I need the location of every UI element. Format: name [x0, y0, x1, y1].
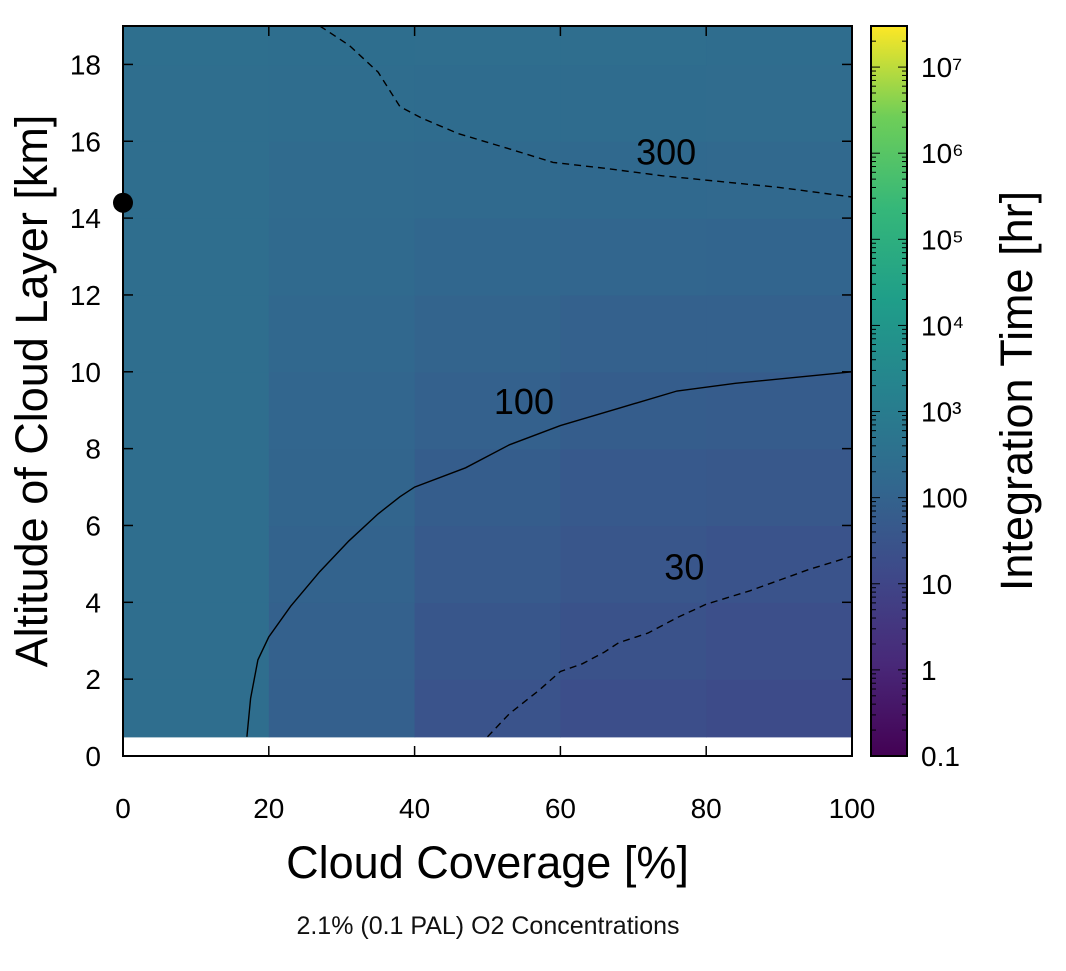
y-tick-label: 18 — [70, 49, 101, 80]
heatmap-chart: 30 100 300 0 20 40 60 80 100 0 2 4 6 8 10 12 14 16 18 Cl… — [6, 25, 1042, 888]
y-tick-label: 6 — [85, 510, 101, 541]
chart-subtitle: 2.1% (0.1 PAL) O2 Concentrations — [296, 912, 680, 940]
heatmap-cell — [706, 371, 853, 450]
heatmap-cell — [414, 602, 561, 680]
contour-lines: 30 100 300 — [246, 25, 853, 738]
x-axis-ticks: 0 20 40 60 80 100 — [115, 26, 875, 824]
heatmap-cell — [706, 602, 853, 680]
heatmap-cell — [414, 371, 561, 450]
heatmap-cell — [123, 602, 270, 680]
heatmap-cell — [706, 679, 853, 738]
x-tick-label: 80 — [691, 793, 722, 824]
heatmap-cell — [123, 218, 270, 296]
heatmap-cell — [560, 218, 707, 296]
contour-line-30 — [486, 555, 853, 738]
y-tick-label: 10 — [70, 357, 101, 388]
y-tick-label: 8 — [85, 434, 101, 465]
colorbar-tick-label: 10⁵ — [921, 224, 964, 255]
heatmap-cell — [123, 141, 270, 219]
heatmap-cell — [123, 26, 270, 66]
plot-frame — [122, 25, 853, 757]
heatmap-cell — [123, 525, 270, 603]
heatmap-cell — [414, 218, 561, 296]
heatmap-cell — [414, 679, 561, 738]
heatmap-cell — [706, 448, 853, 527]
heatmap-cell — [268, 294, 416, 373]
heatmap-cells — [123, 26, 853, 738]
heatmap-cell — [560, 679, 707, 738]
colorbar-tick-label: 1 — [921, 655, 937, 686]
heatmap-cell — [560, 26, 707, 66]
heatmap-cell — [123, 448, 270, 527]
heatmap-cell — [560, 525, 707, 603]
y-tick-label: 4 — [85, 587, 101, 618]
contour-label-30: 30 — [664, 546, 704, 587]
heatmap-cell — [706, 64, 853, 142]
heatmap-cell — [560, 294, 707, 373]
heatmap-cell — [268, 448, 416, 527]
heatmap-cell — [414, 141, 561, 219]
colorbar-ticks: 0.1 1 10 100 10³ 10⁴ 10⁵ 10⁶ 10⁷ — [871, 25, 968, 772]
heatmap-cell — [560, 602, 707, 680]
heatmap-cell — [268, 679, 416, 738]
heatmap-cell — [560, 371, 707, 450]
colorbar-tick-label: 100 — [921, 483, 968, 514]
heatmap-cell — [706, 141, 853, 219]
contour-line-300 — [319, 25, 853, 198]
heatmap-cell — [560, 64, 707, 142]
colorbar-label: Integration Time [hr] — [991, 191, 1042, 591]
heatmap-cell — [268, 371, 416, 450]
colorbar — [870, 25, 908, 757]
y-tick-label: 2 — [85, 664, 101, 695]
x-tick-label: 0 — [115, 793, 131, 824]
heatmap-cell — [414, 448, 561, 527]
colorbar-tick-label: 10⁴ — [921, 310, 964, 341]
heatmap-cell — [268, 218, 416, 296]
colorbar-tick-label: 10⁷ — [921, 52, 962, 83]
colorbar-tick-label: 0.1 — [921, 741, 960, 772]
contour-line-100 — [246, 371, 853, 737]
heatmap-cell — [268, 141, 416, 219]
contour-label-300: 300 — [636, 131, 696, 172]
y-tick-label: 14 — [70, 203, 101, 234]
heatmap-cell — [123, 679, 270, 738]
x-tick-label: 100 — [829, 793, 876, 824]
heatmap-cell — [123, 64, 270, 142]
heatmap-cell — [706, 294, 853, 373]
heatmap-cell — [706, 525, 853, 603]
x-axis-label: Cloud Coverage [%] — [286, 837, 689, 888]
x-tick-label: 40 — [399, 793, 430, 824]
heatmap-cell — [123, 371, 270, 450]
heatmap-cell — [706, 218, 853, 296]
colorbar-tick-label: 10 — [921, 569, 952, 600]
heatmap-cell — [123, 294, 270, 373]
y-tick-label: 12 — [70, 280, 101, 311]
x-tick-label: 20 — [253, 793, 284, 824]
x-tick-label: 60 — [545, 793, 576, 824]
y-axis-ticks: 0 2 4 6 8 10 12 14 16 18 — [70, 49, 852, 772]
heatmap-cell — [268, 64, 416, 142]
colorbar-tick-label: 10⁶ — [921, 138, 964, 169]
colorbar-tick-label: 10³ — [921, 397, 961, 428]
y-tick-label: 16 — [70, 126, 101, 157]
heatmap-cell — [706, 26, 853, 66]
heatmap-cell — [268, 602, 416, 680]
heatmap-cell — [414, 64, 561, 142]
heatmap-cell — [414, 525, 561, 603]
heatmap-cell — [268, 525, 416, 603]
heatmap-cell — [560, 141, 707, 219]
y-tick-label: 0 — [85, 741, 101, 772]
heatmap-cell — [414, 26, 561, 66]
heatmap-cell — [414, 294, 561, 373]
contour-label-100: 100 — [494, 381, 554, 422]
heatmap-cell — [268, 26, 416, 66]
y-axis-label: Altitude of Cloud Layer [km] — [6, 115, 57, 668]
heatmap-cell — [560, 448, 707, 527]
